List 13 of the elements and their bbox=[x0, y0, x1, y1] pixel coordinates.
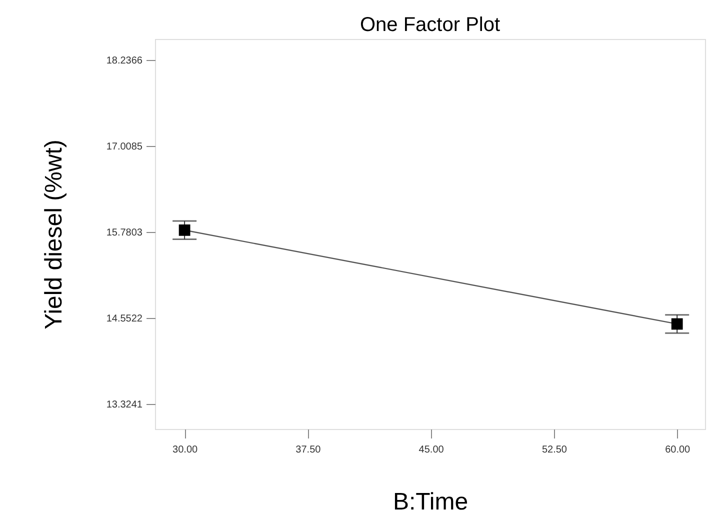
y-tick-label: 17.0085 bbox=[106, 142, 143, 153]
y-tick-label: 15.7803 bbox=[106, 228, 143, 239]
y-tick-label: 18.2366 bbox=[106, 56, 143, 67]
y-tick-label: 13.3241 bbox=[106, 400, 143, 411]
y-tick-label: 14.5522 bbox=[106, 314, 143, 325]
x-tick-label: 45.00 bbox=[418, 444, 444, 456]
x-tick-label: 37.50 bbox=[296, 444, 322, 456]
x-tick-label: 30.00 bbox=[172, 444, 198, 456]
x-axis-title: B:Time bbox=[392, 488, 468, 513]
x-tick-label: 52.50 bbox=[542, 444, 568, 456]
y-axis-title: Yield diesel (%wt) bbox=[40, 140, 68, 330]
chart-title: One Factor Plot bbox=[360, 14, 500, 36]
x-tick-label: 60.00 bbox=[665, 444, 691, 456]
